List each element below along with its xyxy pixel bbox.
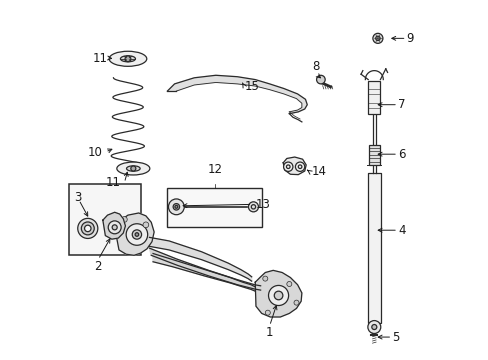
Text: 1: 1 xyxy=(265,326,273,339)
Circle shape xyxy=(295,162,304,171)
Ellipse shape xyxy=(120,56,135,62)
Text: 4: 4 xyxy=(397,224,405,237)
Circle shape xyxy=(175,206,178,208)
Circle shape xyxy=(316,75,325,84)
Circle shape xyxy=(268,285,288,306)
Polygon shape xyxy=(149,237,251,281)
Polygon shape xyxy=(255,270,301,317)
Circle shape xyxy=(78,219,98,238)
Circle shape xyxy=(84,225,91,231)
Circle shape xyxy=(108,221,121,234)
Circle shape xyxy=(132,230,142,239)
Text: 11: 11 xyxy=(92,51,107,64)
Circle shape xyxy=(121,217,127,222)
Text: 5: 5 xyxy=(391,330,399,343)
Circle shape xyxy=(274,291,282,300)
Polygon shape xyxy=(149,248,260,290)
Text: 11: 11 xyxy=(105,176,121,189)
Polygon shape xyxy=(153,253,255,291)
Text: 6: 6 xyxy=(397,148,405,161)
Circle shape xyxy=(265,310,270,315)
Text: 7: 7 xyxy=(397,98,405,111)
Circle shape xyxy=(112,225,117,230)
Bar xyxy=(367,81,380,114)
Circle shape xyxy=(168,199,184,215)
Polygon shape xyxy=(115,213,154,255)
Bar xyxy=(368,145,379,165)
Circle shape xyxy=(142,222,148,228)
Circle shape xyxy=(371,324,376,329)
Text: 12: 12 xyxy=(207,163,222,176)
Text: 15: 15 xyxy=(244,80,259,93)
Circle shape xyxy=(131,166,136,171)
Text: 10: 10 xyxy=(88,145,102,158)
Text: 9: 9 xyxy=(406,32,413,45)
Ellipse shape xyxy=(117,162,149,175)
Bar xyxy=(69,184,141,255)
Circle shape xyxy=(125,56,131,62)
Circle shape xyxy=(283,162,292,171)
Circle shape xyxy=(173,204,179,210)
Text: 14: 14 xyxy=(311,165,326,178)
Circle shape xyxy=(286,282,291,287)
Circle shape xyxy=(81,222,94,235)
Circle shape xyxy=(262,276,267,281)
Text: 3: 3 xyxy=(74,191,81,204)
Circle shape xyxy=(126,224,147,245)
Polygon shape xyxy=(283,157,305,175)
Bar xyxy=(367,173,380,323)
Text: 2: 2 xyxy=(94,260,102,273)
Circle shape xyxy=(367,320,380,333)
Polygon shape xyxy=(102,212,125,239)
Text: 13: 13 xyxy=(255,198,269,211)
Circle shape xyxy=(372,33,382,43)
Bar xyxy=(167,188,262,227)
Polygon shape xyxy=(167,75,306,114)
Ellipse shape xyxy=(126,166,140,171)
Circle shape xyxy=(135,233,139,236)
Ellipse shape xyxy=(109,51,146,66)
Circle shape xyxy=(293,300,298,305)
Circle shape xyxy=(248,202,258,212)
Text: 8: 8 xyxy=(312,60,319,73)
